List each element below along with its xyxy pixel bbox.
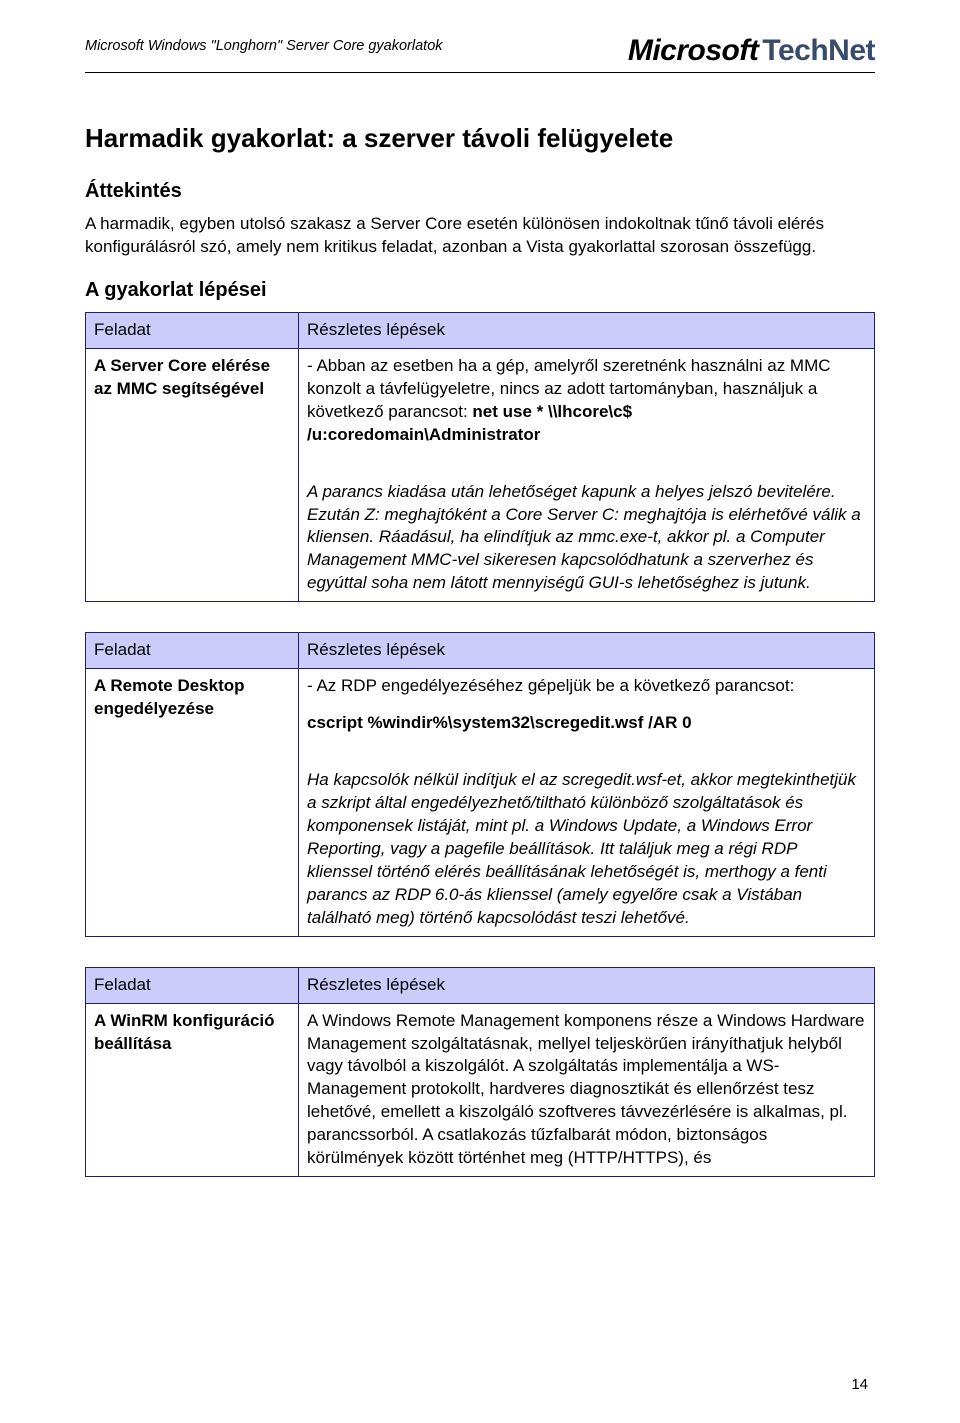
- command-text: cscript %windir%\system32\scregedit.wsf …: [307, 712, 866, 735]
- task-detail: A Windows Remote Management komponens ré…: [299, 1003, 875, 1177]
- overview-body: A harmadik, egyben utolsó szakasz a Serv…: [85, 213, 875, 259]
- task-name: A Server Core elérése az MMC segítségéve…: [86, 348, 299, 601]
- task-body: A Windows Remote Management komponens ré…: [307, 1010, 866, 1171]
- overview-heading: Áttekintés: [85, 180, 875, 203]
- task-note: A parancs kiadása után lehetőséget kapun…: [307, 481, 866, 596]
- table-header-right: Részletes lépések: [299, 967, 875, 1003]
- task-name: A Remote Desktop engedélyezése: [86, 669, 299, 936]
- task-detail: - Abban az esetben ha a gép, amelyről sz…: [299, 348, 875, 601]
- logo-technet: TechNet: [762, 34, 875, 68]
- page-number: 14: [851, 1376, 868, 1393]
- task-name: A WinRM konfiguráció beállítása: [86, 1003, 299, 1177]
- task-table-2: Feladat Részletes lépések A Remote Deskt…: [85, 632, 875, 936]
- table-row: A WinRM konfiguráció beállítása A Window…: [86, 1003, 875, 1177]
- task-table-1: Feladat Részletes lépések A Server Core …: [85, 312, 875, 602]
- task-instruction: - Abban az esetben ha a gép, amelyről sz…: [307, 355, 866, 447]
- logo-microsoft: Microsoft: [628, 34, 759, 68]
- task-detail: - Az RDP engedélyezéséhez gépeljük be a …: [299, 669, 875, 936]
- task-table-3: Feladat Részletes lépések A WinRM konfig…: [85, 967, 875, 1178]
- header-rule: [85, 72, 875, 73]
- table-row: A Server Core elérése az MMC segítségéve…: [86, 348, 875, 601]
- table-header-left: Feladat: [86, 633, 299, 669]
- table-header-right: Részletes lépések: [299, 633, 875, 669]
- table-header-left: Feladat: [86, 312, 299, 348]
- table-header-right: Részletes lépések: [299, 312, 875, 348]
- table-row: A Remote Desktop engedélyezése - Az RDP …: [86, 669, 875, 936]
- task-note: Ha kapcsolók nélkül indítjuk el az screg…: [307, 769, 866, 930]
- table-header-left: Feladat: [86, 967, 299, 1003]
- technet-logo: Microsoft TechNet: [628, 34, 875, 68]
- steps-heading: A gyakorlat lépései: [85, 279, 875, 302]
- document-header: Microsoft Windows "Longhorn" Server Core…: [85, 34, 875, 68]
- page-title: Harmadik gyakorlat: a szerver távoli fel…: [85, 123, 875, 154]
- task-instruction-line: - Az RDP engedélyezéséhez gépeljük be a …: [307, 675, 866, 698]
- doc-title: Microsoft Windows "Longhorn" Server Core…: [85, 34, 443, 54]
